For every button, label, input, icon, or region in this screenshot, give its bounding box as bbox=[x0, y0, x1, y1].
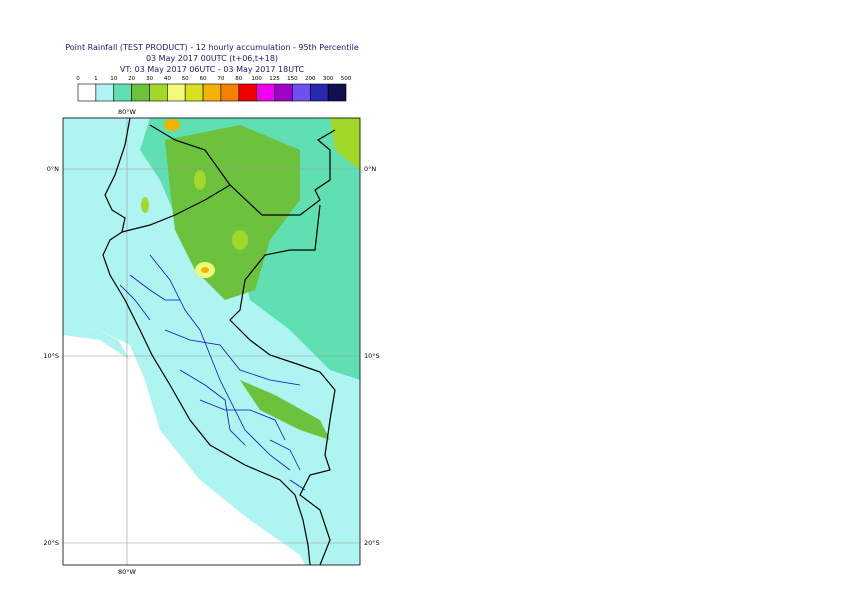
legend-swatch bbox=[95, 83, 115, 102]
legend-swatch bbox=[131, 83, 150, 102]
legend-label: 150 bbox=[287, 76, 298, 82]
legend-swatch bbox=[238, 83, 257, 102]
legend-swatch bbox=[309, 83, 329, 102]
sea-band bbox=[63, 328, 130, 360]
spot bbox=[141, 197, 149, 213]
legend-label: 10 bbox=[110, 76, 117, 82]
legend-label: 125 bbox=[269, 76, 280, 82]
lon-label: 80°W bbox=[118, 568, 137, 576]
legend-label: 80 bbox=[235, 76, 242, 82]
spot bbox=[201, 267, 209, 273]
legend-swatch bbox=[167, 83, 186, 102]
legend-label: 50 bbox=[182, 76, 189, 82]
lat-label: 0°N bbox=[364, 165, 376, 173]
border bbox=[149, 124, 336, 216]
coastline bbox=[102, 118, 311, 565]
legend-swatch bbox=[184, 83, 204, 102]
legend-swatch bbox=[274, 83, 293, 102]
legend-swatch bbox=[327, 83, 347, 102]
legend-swatch bbox=[77, 83, 97, 102]
spot bbox=[164, 119, 180, 131]
legend-swatch bbox=[256, 83, 275, 102]
wet-area bbox=[330, 118, 360, 170]
sea-dry bbox=[63, 328, 305, 565]
legend-label: 200 bbox=[305, 76, 316, 82]
legend-label: 60 bbox=[200, 76, 207, 82]
legend-swatch bbox=[113, 83, 132, 102]
border bbox=[121, 184, 231, 233]
legend-label: 30 bbox=[146, 76, 153, 82]
border bbox=[229, 204, 336, 565]
legend-swatch bbox=[149, 83, 168, 102]
lat-label: 10°S bbox=[43, 352, 59, 360]
lat-label: 20°S bbox=[364, 539, 380, 547]
legend-label: 100 bbox=[251, 76, 262, 82]
spot bbox=[232, 230, 248, 250]
legend-label: 40 bbox=[164, 76, 171, 82]
legend-label: 500 bbox=[341, 76, 352, 82]
map: 80°W 80°W 0°N 0°N 10°S 10°S 20°S 20°S bbox=[43, 108, 379, 576]
regions bbox=[119, 254, 306, 491]
legend-label: 0 bbox=[76, 76, 80, 82]
legend: 0 1 10 20 30 40 50 60 70 80 100 125 150 200 300 500 bbox=[76, 76, 352, 102]
base-time: 03 May 2017 00UTC (t+06,t+18) bbox=[146, 54, 278, 63]
wet-area bbox=[240, 380, 330, 440]
legend-label: 20 bbox=[128, 76, 135, 82]
legend-swatch bbox=[292, 83, 311, 102]
spot bbox=[194, 170, 206, 190]
title: Point Rainfall (TEST PRODUCT) - 12 hourl… bbox=[65, 43, 359, 52]
lat-label: 20°S bbox=[43, 539, 59, 547]
legend-swatch bbox=[202, 83, 222, 102]
legend-label: 300 bbox=[323, 76, 334, 82]
legend-label: 70 bbox=[217, 76, 224, 82]
lon-label: 80°W bbox=[118, 108, 137, 116]
lat-label: 10°S bbox=[364, 352, 380, 360]
lat-label: 0°N bbox=[47, 165, 59, 173]
valid-time: VT: 03 May 2017 06UTC - 03 May 2017 18UT… bbox=[120, 65, 305, 74]
map-frame bbox=[62, 117, 361, 566]
legend-swatch bbox=[220, 83, 240, 102]
legend-label: 1 bbox=[94, 76, 98, 82]
